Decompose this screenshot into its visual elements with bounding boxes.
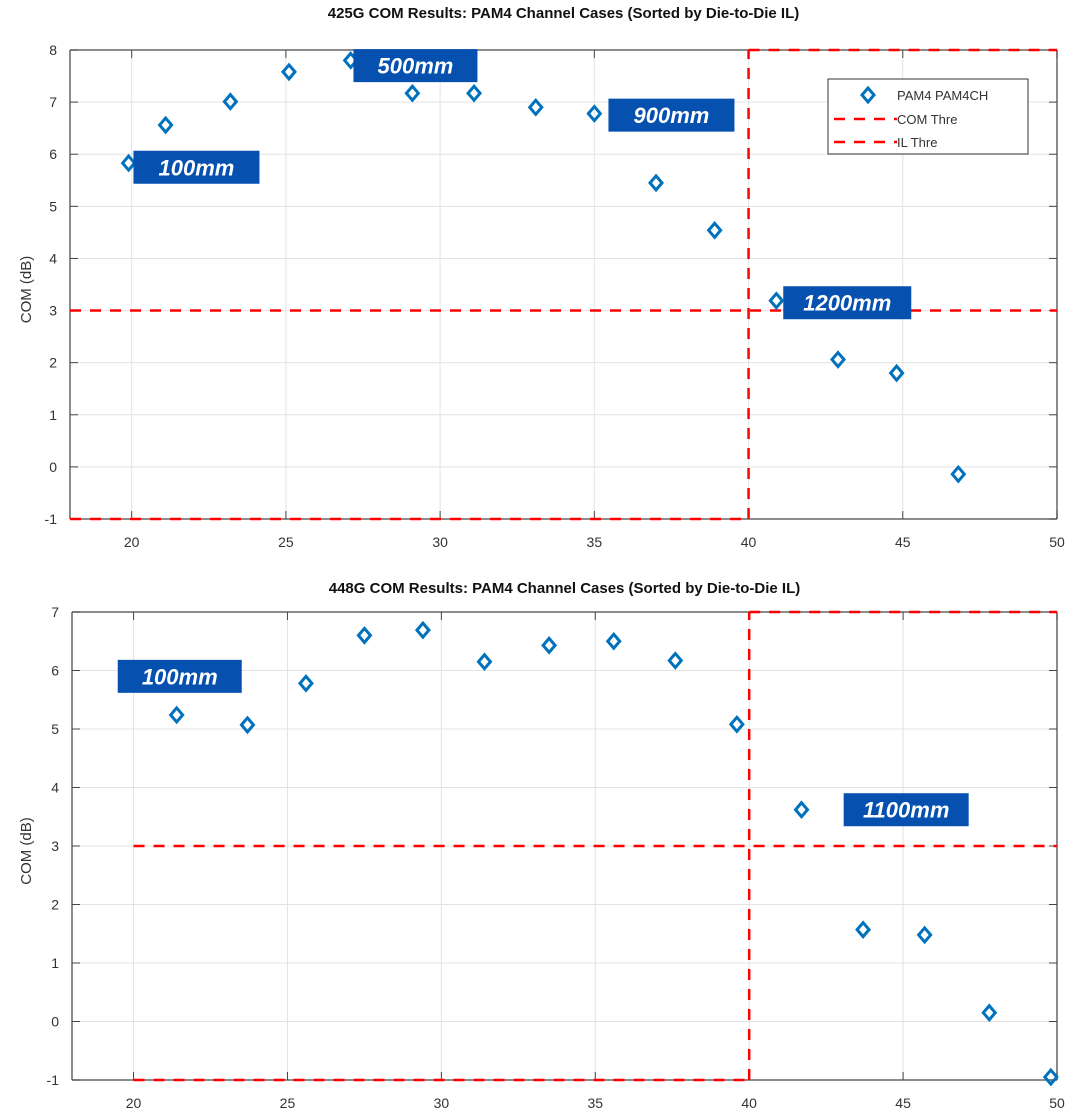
y-tick-label: 3 [51,838,59,854]
y-tick-label: 0 [49,459,57,475]
y-tick-label: 4 [49,250,57,266]
data-point [466,83,483,103]
data-point [916,925,933,945]
x-tick-label: 25 [280,1095,296,1111]
x-tick-label: 40 [741,534,757,550]
y-tick-label: 6 [49,146,57,162]
legend-entry: IL Thre [897,135,937,150]
legend: PAM4 PAM4CH COM Thre IL Thre [827,78,1029,155]
y-tick-label: 0 [51,1014,59,1030]
y-tick-label: 1 [51,955,59,971]
data-point [297,674,314,693]
y-tick-label: 7 [49,94,57,110]
chart-title: 448G COM Results: PAM4 Channel Cases (So… [329,580,800,597]
data-point [648,173,665,193]
data-point [157,115,174,135]
chart-title: 425G COM Results: PAM4 Channel Cases (So… [328,5,799,22]
annotation-label: 900mm [608,98,735,132]
annotation-label: 1100mm [843,793,969,827]
y-tick-label: 5 [49,198,57,214]
legend-entry: PAM4 PAM4CH [897,88,988,103]
y-tick-label: 4 [51,780,59,796]
x-tick-label: 50 [1049,534,1065,550]
data-point [404,83,421,103]
y-tick-label: 3 [49,303,57,319]
annotation-text: 100mm [159,155,235,180]
legend-marker-icon [860,85,876,105]
data-point [667,651,684,670]
data-point [476,652,493,672]
data-point [605,631,622,651]
x-tick-label: 30 [432,534,448,550]
y-axis-label: COM (dB) [18,256,35,324]
annotation-label: 100mm [117,659,242,693]
data-point [981,1003,998,1023]
data-point [541,636,558,655]
data-point [888,363,905,383]
x-tick-label: 45 [895,534,911,550]
annotation-box [783,286,912,320]
data-point [168,705,185,725]
annotation-box [353,49,478,83]
data-point [793,800,810,820]
data-point [830,350,846,369]
data-point [356,626,373,645]
annotation-box [117,659,242,693]
x-tick-label: 25 [278,534,294,550]
data-point [768,291,785,310]
y-tick-label: -1 [47,1072,60,1088]
y-tick-label: 6 [51,663,59,679]
y-tick-label: -1 [45,511,58,527]
annotation-label: 1200mm [783,286,912,320]
data-point [281,62,297,82]
data-point [1042,1067,1059,1087]
data-point [239,715,256,735]
annotation-label: 100mm [133,150,260,184]
x-tick-label: 45 [895,1095,911,1111]
annotation-box [843,793,969,827]
data-point [586,104,603,123]
x-tick-label: 40 [741,1095,757,1111]
x-tick-label: 20 [126,1095,142,1111]
data-point [706,220,723,240]
y-axis-label: COM (dB) [18,817,35,885]
x-tick-label: 20 [124,534,140,550]
data-point [527,98,544,117]
legend-entry: COM Thre [897,112,957,127]
annotation-box [133,150,260,184]
y-tick-label: 5 [51,721,59,737]
x-tick-label: 35 [587,534,603,550]
data-point [120,153,137,173]
x-tick-label: 30 [434,1095,450,1111]
y-tick-label: 8 [49,42,57,58]
x-tick-label: 50 [1049,1095,1065,1111]
annotation-label: 500mm [353,49,478,83]
data-point [414,620,431,640]
y-tick-label: 1 [49,407,57,423]
data-point [950,464,967,484]
annotation-text: 1100mm [863,798,949,823]
annotation-box [608,98,735,132]
data-point [222,92,239,111]
y-tick-label: 2 [51,897,59,913]
data-point [728,715,745,734]
y-tick-label: 2 [49,355,57,371]
annotation-text: 500mm [378,54,454,79]
y-tick-label: 7 [51,604,59,620]
annotation-text: 1200mm [803,291,891,316]
data-point [855,920,872,939]
x-tick-label: 35 [587,1095,603,1111]
annotation-text: 100mm [142,664,218,689]
annotation-text: 900mm [634,103,710,128]
